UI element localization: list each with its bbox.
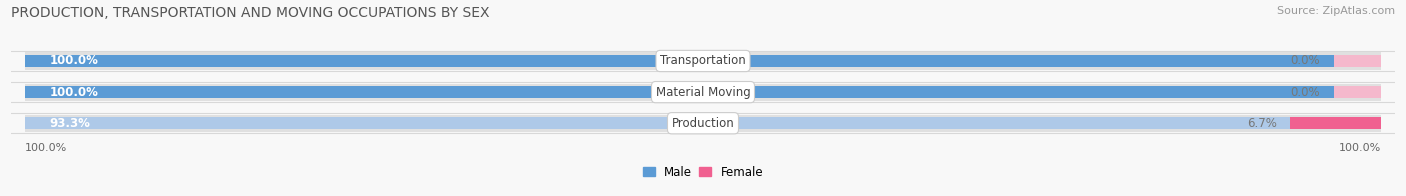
Bar — [25, 53, 1381, 70]
Text: Transportation: Transportation — [661, 54, 745, 67]
Bar — [25, 115, 1381, 132]
Bar — [1334, 55, 1381, 67]
Bar — [25, 117, 1291, 129]
Text: 93.3%: 93.3% — [49, 117, 90, 130]
Legend: Male, Female: Male, Female — [638, 161, 768, 184]
Bar — [1291, 117, 1381, 129]
Text: PRODUCTION, TRANSPORTATION AND MOVING OCCUPATIONS BY SEX: PRODUCTION, TRANSPORTATION AND MOVING OC… — [11, 6, 489, 20]
Text: 100.0%: 100.0% — [1339, 143, 1381, 153]
Text: 0.0%: 0.0% — [1291, 54, 1320, 67]
Bar — [25, 55, 1381, 67]
Text: Material Moving: Material Moving — [655, 86, 751, 99]
Bar — [1334, 86, 1381, 98]
Text: 100.0%: 100.0% — [25, 143, 67, 153]
Bar — [25, 86, 1381, 98]
Text: 100.0%: 100.0% — [49, 54, 98, 67]
Bar — [25, 83, 1381, 101]
Text: 0.0%: 0.0% — [1291, 86, 1320, 99]
Text: 100.0%: 100.0% — [49, 86, 98, 99]
Text: Source: ZipAtlas.com: Source: ZipAtlas.com — [1277, 6, 1395, 16]
Text: 6.7%: 6.7% — [1247, 117, 1277, 130]
Text: Production: Production — [672, 117, 734, 130]
